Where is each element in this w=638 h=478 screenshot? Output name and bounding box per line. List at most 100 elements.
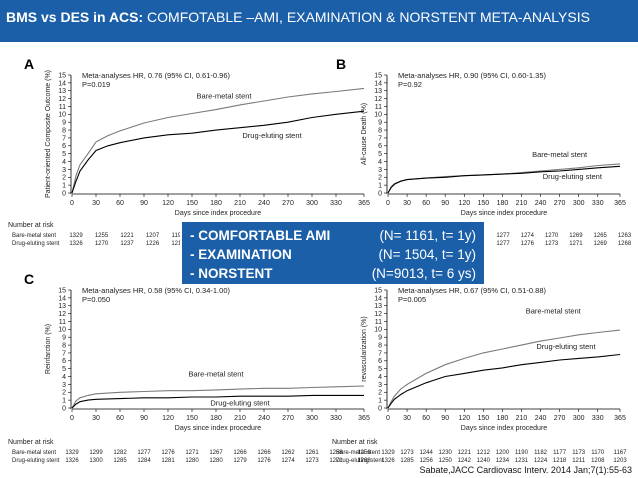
y-tick-label: 8: [378, 127, 382, 134]
risk-value: 1285: [113, 458, 127, 464]
risk-value: 1267: [209, 450, 223, 456]
y-tick-label: 8: [378, 342, 382, 349]
risk-value: 1177: [553, 450, 567, 456]
y-tick-label: 15: [374, 287, 382, 294]
x-tick-label: 0: [70, 415, 74, 422]
risk-value: 1170: [591, 450, 605, 456]
chart-pvalue: P=0.050: [82, 295, 110, 304]
x-tick-label: 300: [573, 415, 585, 422]
risk-value: 1190: [515, 450, 529, 456]
risk-value: 1268: [357, 458, 371, 464]
x-tick-label: 0: [386, 200, 390, 207]
x-tick-label: 240: [258, 200, 270, 207]
risk-value: 1167: [614, 450, 628, 456]
risk-value: 1266: [233, 450, 247, 456]
x-tick-label: 300: [306, 415, 318, 422]
panel-letter: A: [24, 56, 34, 72]
x-axis-label: Days since index procedure: [461, 210, 547, 217]
risk-row-label: Bare-metal stent: [12, 450, 56, 456]
x-tick-label: 30: [403, 200, 411, 207]
slide-title-bold: BMS vs DES in ACS:: [6, 9, 144, 25]
x-tick-label: 270: [554, 415, 566, 422]
y-tick-label: 14: [58, 295, 66, 302]
risk-table-title: Number at risk: [8, 439, 54, 446]
y-tick-label: 6: [378, 143, 382, 150]
x-tick-label: 90: [140, 415, 148, 422]
chart-pvalue: P=0.92: [398, 80, 422, 89]
y-tick-label: 15: [58, 287, 66, 294]
figure-area: A 0 1 2 3 4 5 6 7 8 9 10 11 12 13 14 15 0 30 60 90 120 150 180 2…: [0, 42, 638, 478]
risk-value: 1284: [137, 458, 151, 464]
x-tick-label: 240: [258, 415, 270, 422]
y-tick-label: 9: [62, 335, 66, 342]
y-tick-label: 4: [62, 374, 66, 381]
chart-pvalue: P=0.005: [398, 295, 426, 304]
risk-value: 1221: [458, 450, 472, 456]
y-tick-label: 3: [378, 167, 382, 174]
x-tick-label: 180: [497, 200, 509, 207]
risk-row-label: Drug-eluting stent: [12, 458, 60, 464]
x-tick-label: 30: [92, 415, 100, 422]
risk-value: 1277: [496, 241, 510, 247]
risk-value: 1240: [477, 458, 491, 464]
risk-value: 1273: [545, 241, 559, 247]
risk-value: 1276: [161, 450, 175, 456]
y-tick-label: 3: [378, 382, 382, 389]
y-tick-label: 13: [374, 88, 382, 95]
x-tick-label: 120: [458, 200, 470, 207]
y-tick-label: 1: [378, 183, 382, 190]
y-tick-label: 11: [59, 104, 66, 111]
risk-value: 1203: [613, 458, 627, 464]
chart-pvalue: P=0.019: [82, 80, 110, 89]
y-tick-label: 12: [58, 96, 66, 103]
x-tick-label: 150: [477, 415, 489, 422]
x-axis-label: Days since index procedure: [461, 425, 547, 432]
risk-value: 1262: [281, 450, 295, 456]
x-tick-label: 120: [162, 415, 174, 422]
overlay-trial-detail: (N= 1161, t= 1y): [379, 228, 476, 243]
chart-title: Meta-analyses HR, 0.58 (95% CI, 0.34-1.0…: [82, 286, 230, 295]
y-tick-label: 4: [378, 159, 382, 166]
x-tick-label: 90: [441, 415, 449, 422]
overlay-row-comfortable: - COMFORTABLE AMI (N= 1161, t= 1y): [190, 226, 476, 245]
risk-value: 1212: [477, 450, 491, 456]
risk-value: 1224: [534, 458, 548, 464]
risk-value: 1280: [185, 458, 199, 464]
risk-value: 1244: [419, 450, 433, 456]
risk-value: 1230: [439, 450, 453, 456]
x-tick-label: 120: [162, 200, 174, 207]
risk-value: 1281: [161, 458, 175, 464]
risk-value: 1271: [329, 458, 343, 464]
y-tick-label: 1: [62, 183, 66, 190]
y-tick-label: 9: [378, 335, 382, 342]
bare-metal-stent-line: [387, 329, 621, 409]
x-axis-label: Days since index procedure: [175, 425, 261, 432]
y-tick-label: 8: [62, 342, 66, 349]
risk-value: 1271: [185, 450, 199, 456]
drug-eluting-stent-annotation: Drug-eluting stent: [543, 172, 603, 181]
overlay-trial-name: - NORSTENT: [190, 266, 273, 281]
risk-value: 1226: [146, 241, 160, 247]
risk-value: 1173: [572, 450, 586, 456]
x-tick-label: 150: [477, 200, 489, 207]
risk-value: 1282: [113, 450, 127, 456]
x-tick-label: 150: [186, 415, 198, 422]
bare-metal-stent-line: [71, 385, 365, 409]
risk-value: 1274: [521, 233, 535, 239]
y-tick-label: 10: [374, 327, 382, 334]
risk-value: 1221: [120, 233, 134, 239]
y-tick-label: 13: [374, 303, 382, 310]
y-tick-label: 15: [374, 72, 382, 79]
y-tick-label: 12: [58, 311, 66, 318]
risk-value: 1211: [572, 458, 586, 464]
y-tick-label: 9: [378, 120, 382, 127]
risk-value: 1234: [496, 458, 510, 464]
x-tick-label: 300: [306, 200, 318, 207]
trials-overlay-box: - COMFORTABLE AMI (N= 1161, t= 1y) - EXA…: [180, 220, 486, 286]
x-tick-label: 330: [330, 200, 342, 207]
x-tick-label: 60: [422, 415, 430, 422]
risk-value: 1277: [496, 233, 510, 239]
y-tick-label: 10: [374, 112, 382, 119]
risk-value: 1270: [545, 233, 559, 239]
